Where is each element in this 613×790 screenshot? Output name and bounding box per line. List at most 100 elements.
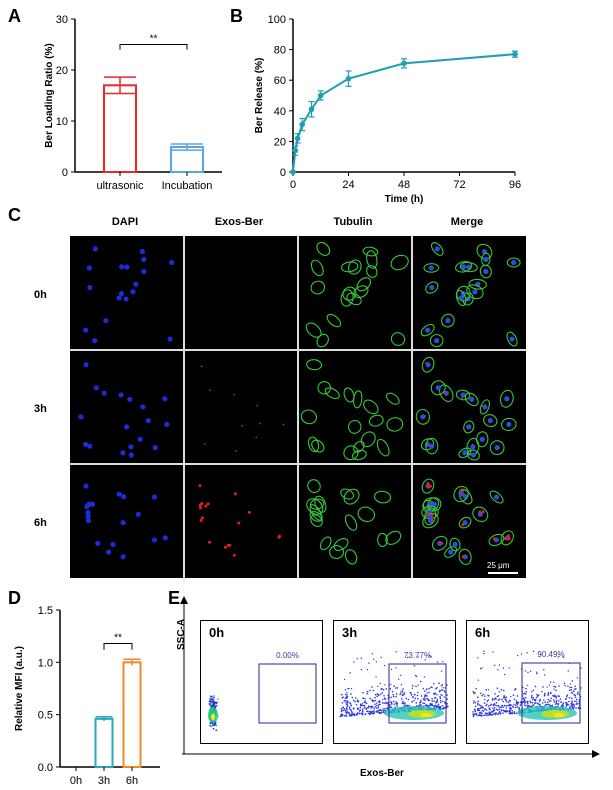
x-tick-label: 96 — [509, 179, 521, 191]
flow-plot-3h: 73.77% 3h — [333, 620, 456, 744]
y-tick-label: 80 — [274, 45, 286, 57]
flow-scatter-6h: 90.49% — [472, 650, 582, 724]
chart-d-relative-mfi: 0.0 0.5 1.0 1.5 Relative MFI (a.u.) 0h 3h 6h ** — [14, 605, 160, 787]
flow-gate — [388, 663, 447, 724]
flow-scatter-3h: 73.77% — [339, 651, 449, 724]
data-point — [308, 106, 315, 113]
flow-title-0h: 0h — [209, 625, 225, 640]
micro-cell-r1-c1 — [200, 365, 285, 452]
y-tick-label: 10 — [56, 116, 68, 128]
flow-xlabel: Exos-Ber — [360, 768, 404, 779]
column-title-dapi: DAPI — [111, 216, 139, 228]
column-title-merge: Merge — [450, 216, 484, 228]
grid-divider — [297, 236, 299, 578]
panel-letter-d: D — [8, 588, 21, 608]
flow-density-peak — [420, 712, 432, 718]
y-tick-label: 0 — [280, 167, 286, 179]
scale-bar — [488, 572, 518, 574]
grid-divider — [411, 236, 413, 578]
y-tick-label: 100 — [268, 14, 286, 26]
x-tick-label: ultrasonic — [96, 180, 144, 192]
data-point — [294, 135, 301, 142]
flow-title-3h: 3h — [342, 625, 358, 640]
y-tick-label: 1.5 — [38, 605, 53, 617]
micro-cell-r0-c3 — [420, 242, 521, 348]
y-axis-label: Ber Release (%) — [254, 58, 265, 134]
column-title-exos-ber: Exos-Ber — [214, 216, 264, 228]
y-tick-label: 40 — [274, 106, 286, 118]
x-tick-label: 0h — [70, 775, 82, 787]
data-point — [299, 121, 306, 128]
flow-scatter-0h: 0.00% — [208, 651, 317, 732]
y-tick-label: 20 — [56, 65, 68, 77]
column-title-tubulin: Tubulin — [333, 216, 373, 228]
micro-cell-r1-c3 — [415, 356, 517, 461]
data-point — [292, 147, 299, 154]
micro-cell-r0-c2 — [305, 241, 409, 348]
flow-x-axis-arrow — [182, 750, 600, 758]
x-tick-label: 24 — [342, 179, 354, 191]
y-tick-label: 30 — [56, 14, 68, 26]
flow-title-6h: 6h — [475, 625, 491, 640]
release-line — [292, 53, 516, 173]
flow-gate-percent: 90.49% — [537, 650, 564, 659]
data-point — [512, 51, 518, 57]
grid-divider — [70, 463, 526, 465]
x-tick-label: 48 — [398, 179, 410, 191]
panel-letter-c: C — [8, 205, 21, 225]
grid-divider — [183, 236, 185, 578]
scale-bar-label: 25 μm — [487, 561, 510, 570]
data-point — [401, 60, 407, 67]
flow-gate — [258, 663, 317, 724]
panel-letter-b: B — [230, 6, 243, 26]
flow-gate — [521, 662, 581, 724]
y-tick-label: 0 — [62, 167, 68, 179]
row-label-3h: 3h — [34, 403, 47, 415]
micro-cell-r2-c3 — [421, 478, 515, 566]
chart-a-loading-ratio: 0 10 20 30 Ber Loading Ratio (%) ultrasonic In… — [44, 14, 222, 192]
flow-gate-percent: 73.77% — [404, 651, 431, 660]
micro-cell-r1-c2 — [300, 359, 404, 461]
y-axis-label: Relative MFI (a.u.) — [14, 646, 25, 731]
flow-gate-percent: 0.00% — [276, 651, 299, 660]
chart-b-release-curve: 0 20 40 60 80 100 0 24 48 72 96 Ber Release (%) Time… — [254, 14, 521, 205]
data-point — [345, 75, 352, 82]
cell-images — [78, 241, 521, 566]
micro-cell-r2-c0 — [83, 483, 168, 560]
x-tick-label: 0 — [290, 179, 296, 191]
x-tick-label: 6h — [126, 775, 138, 787]
grid-divider — [70, 349, 526, 351]
y-tick-label: 0.0 — [38, 762, 53, 774]
y-tick-label: 1.0 — [38, 657, 53, 669]
significance-bracket — [103, 642, 133, 650]
bar — [94, 717, 114, 768]
x-axis-label: Time (h) — [385, 194, 424, 205]
significance-label: ** — [114, 632, 122, 643]
x-tick-label: 3h — [98, 775, 110, 787]
significance-bracket — [119, 44, 188, 50]
flow-plot-0h: 0.00% 0h — [200, 620, 323, 744]
y-axis-label: Ber Loading Ratio (%) — [44, 43, 55, 147]
data-point — [317, 92, 324, 99]
micro-cell-r2-c2 — [306, 479, 402, 565]
x-tick-label: 72 — [453, 179, 465, 191]
y-tick-label: 20 — [274, 136, 286, 148]
row-label-0h: 0h — [34, 289, 47, 301]
y-tick-label: 60 — [274, 75, 286, 87]
flow-density-peak — [210, 713, 216, 721]
panel-letter-a: A — [8, 6, 21, 26]
row-label-6h: 6h — [34, 517, 47, 529]
flow-y-axis-arrow — [180, 596, 188, 754]
micro-cell-r2-c1 — [198, 484, 281, 557]
micro-cell-r0-c0 — [83, 246, 175, 344]
y-tick-label: 0.5 — [38, 710, 53, 722]
x-tick-label: Incubation — [162, 180, 213, 192]
flow-density-peak — [553, 712, 565, 718]
panel-letter-e: E — [168, 588, 181, 608]
flow-plot-6h: 90.49% 6h — [466, 620, 589, 744]
micro-cell-r1-c0 — [78, 362, 170, 458]
bar — [122, 661, 142, 768]
significance-label: ** — [150, 34, 158, 45]
data-point — [290, 169, 296, 175]
bar — [103, 84, 137, 173]
